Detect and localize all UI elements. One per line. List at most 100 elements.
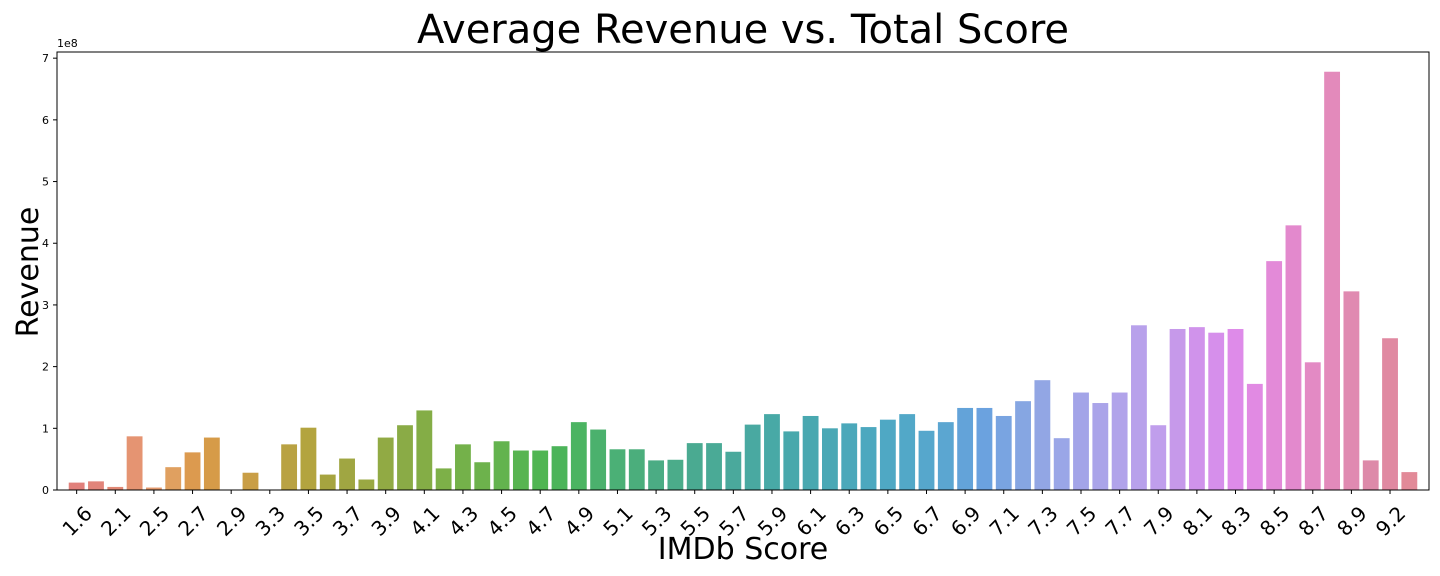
bar-5.9 [764,414,780,490]
bar-5.3 [648,460,665,490]
x-tick-label: 1.6 [57,501,96,540]
bar-8.0 [1169,328,1186,490]
x-tick-label: 8.7 [1294,501,1333,540]
bar-3.8 [358,479,375,490]
bar-7.2 [1015,401,1031,490]
bar-6.1 [802,415,819,490]
x-tick-label: 7.7 [1100,501,1139,540]
bar-8.9 [1343,291,1360,490]
bar-8.3 [1227,328,1244,490]
x-tick-label: 7.1 [985,501,1024,540]
bar-9.3 [1401,472,1418,490]
bar-7.0 [976,407,993,490]
bar-8.7 [1304,362,1321,490]
y-tick-label: 4 [42,237,49,250]
x-tick-label: 4.5 [482,501,521,540]
x-tick-label: 3.5 [289,501,328,540]
bar-6.8 [937,422,954,490]
bar-7.9 [1150,425,1167,490]
bar-6.2 [822,428,838,490]
y-tick-label: 0 [42,484,49,497]
y-offset-label: 1e8 [57,37,78,50]
y-tick-label: 1 [42,422,49,435]
bar-5.8 [744,424,761,490]
bar-4.3 [455,444,471,490]
x-tick-label: 2.1 [96,501,135,540]
bar-8.2 [1208,332,1225,490]
bar-5.2 [628,449,645,490]
bar-4.4 [474,462,491,490]
x-tick-label: 6.9 [946,501,985,540]
bar-7.7 [1111,392,1128,490]
x-axis-label: IMDb Score [658,532,828,567]
plot-frame [56,51,1430,491]
x-tick-label: 9.2 [1371,501,1410,540]
bar-2.5 [146,487,162,490]
x-tick-label: 7.9 [1139,501,1178,540]
x-tick-label: 4.7 [521,501,560,540]
bar-2.7 [184,452,201,490]
bar-4.1 [416,410,433,490]
bar-8.4 [1246,383,1263,490]
bar-5.1 [609,449,626,490]
bar-5.4 [667,459,684,490]
bar-1.6 [68,482,85,490]
x-tick-label: 6.3 [830,501,869,540]
y-tick-label: 2 [42,361,49,374]
bar-5.6 [706,443,722,490]
bar-9.0 [1362,460,1379,490]
y-axis-label: Revenue [11,207,46,338]
bar-3.9 [377,437,394,490]
bar-3.4 [281,444,298,490]
bar-7.3 [1034,380,1051,490]
bar-4.2 [435,468,452,490]
bar-6.0 [783,431,800,490]
bar-5.0 [590,429,607,490]
bar-6.9 [957,407,974,490]
bar-3.5 [300,427,317,490]
bar-2.8 [203,437,220,490]
bar-8.6 [1285,225,1302,490]
x-tick-label: 5.1 [598,501,637,540]
bar-6.7 [918,430,935,490]
y-tick-label: 5 [42,176,49,189]
x-tick-label: 4.1 [405,501,444,540]
x-tick-label: 8.3 [1216,501,1255,540]
x-tick-label: 3.9 [367,501,406,540]
x-tick-label: 8.5 [1255,501,1294,540]
bar-8.5 [1266,261,1283,490]
bar-7.1 [995,415,1012,490]
bar-7.4 [1053,438,1070,490]
bar-4.9 [570,422,587,490]
x-tick-label: 3.3 [251,501,290,540]
bar-1.9 [88,481,104,490]
bar-4.0 [397,425,413,490]
bars-group [68,71,1418,491]
x-tick-label: 3.7 [328,501,367,540]
y-tick-label: 3 [42,299,49,312]
y-tick-label: 7 [42,52,49,65]
x-tick-label: 8.1 [1178,501,1217,540]
bar-2.6 [165,467,182,490]
bar-9.2 [1382,338,1398,490]
bar-4.7 [532,450,549,490]
bar-4.6 [512,450,529,490]
x-tick-label: 2.5 [135,501,174,540]
bar-4.5 [493,441,510,490]
x-tick-label: 7.3 [1023,501,1062,540]
bar-6.4 [860,427,877,490]
bar-2.3 [126,436,143,490]
x-tick-label: 2.9 [212,501,251,540]
bar-5.7 [725,451,742,490]
y-axis: 0 1 2 3 4 5 6 7 [42,52,57,497]
bar-2.1 [107,486,124,490]
x-tick-label: 6.5 [869,501,908,540]
x-tick-label: 4.9 [560,501,599,540]
bar-6.5 [879,419,896,490]
bar-6.6 [899,414,916,490]
x-tick-label: 8.9 [1332,501,1371,540]
x-tick-label: 4.3 [444,501,483,540]
x-tick-label: 7.5 [1062,501,1101,540]
bar-7.8 [1131,325,1147,490]
